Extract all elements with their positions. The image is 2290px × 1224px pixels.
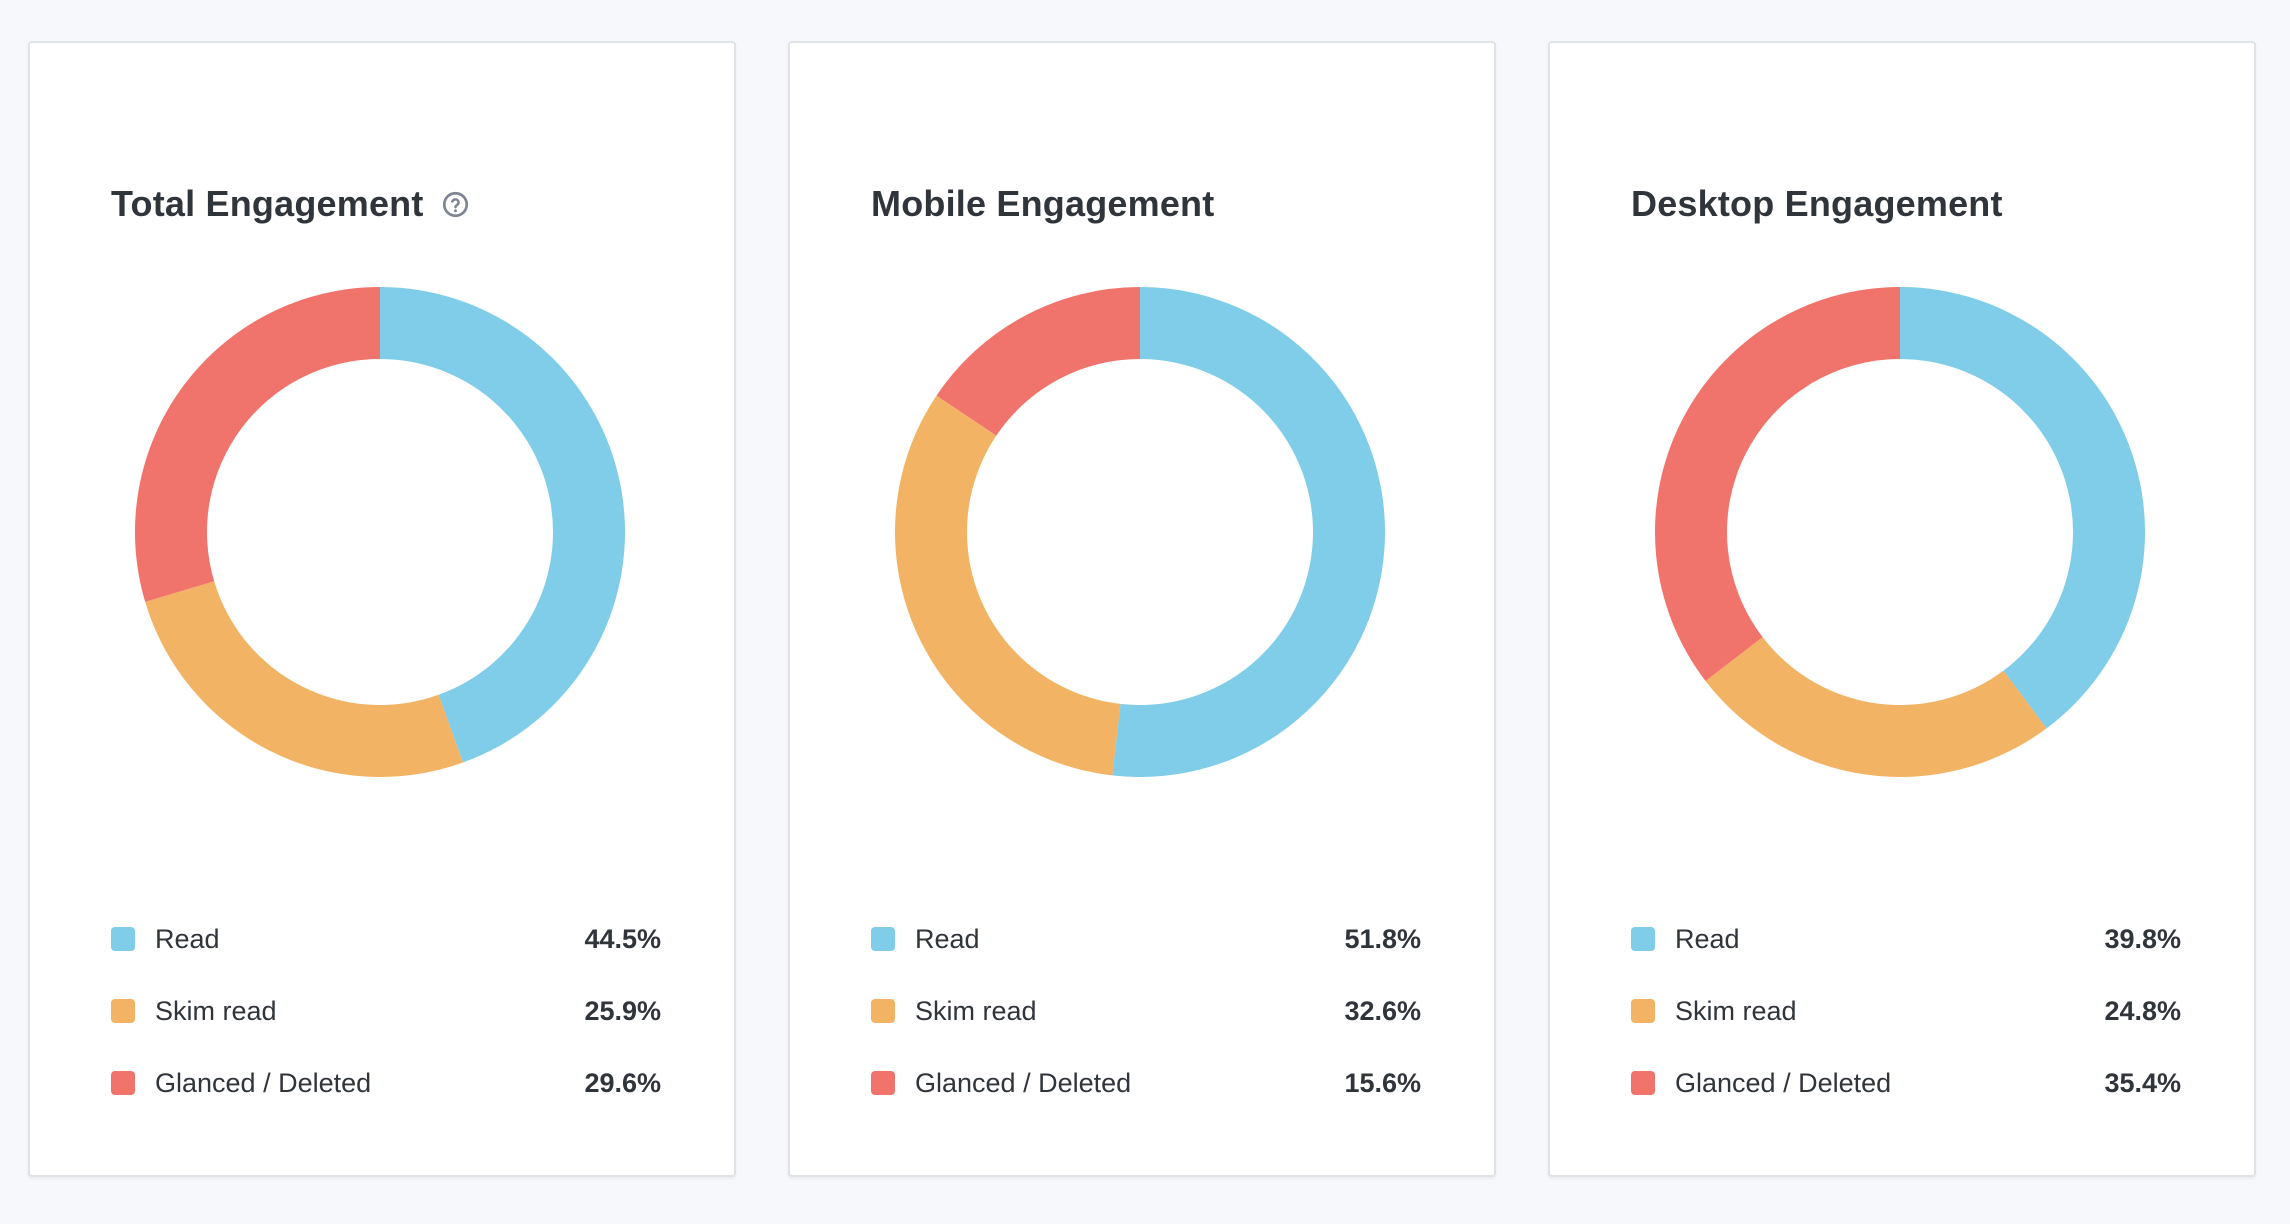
- donut-slice-read[interactable]: [380, 287, 625, 763]
- legend-value: 39.8%: [2104, 924, 2181, 954]
- legend-value: 24.8%: [2104, 996, 2181, 1026]
- legend-swatch-skim-read: [111, 999, 135, 1023]
- card-header: Total Engagement: [111, 178, 469, 230]
- legend-value: 35.4%: [2104, 1068, 2181, 1098]
- legend-label: Glanced / Deleted: [155, 1068, 372, 1098]
- legend-item-skim-read: Skim read 25.9%: [111, 995, 661, 1067]
- legend-item-glanced-deleted: Glanced / Deleted 15.6%: [871, 1067, 1421, 1139]
- legend-label: Skim read: [1675, 996, 1797, 1026]
- legend-label: Glanced / Deleted: [915, 1068, 1132, 1098]
- legend-item-glanced-deleted: Glanced / Deleted 35.4%: [1631, 1067, 2181, 1139]
- donut-slice-read[interactable]: [1112, 287, 1385, 777]
- donut-slice-glanced-deleted[interactable]: [936, 287, 1140, 436]
- legend-value: 32.6%: [1344, 996, 1421, 1026]
- desktop-engagement-card: Desktop Engagement Read 39.8% Skim read …: [1548, 41, 2256, 1177]
- legend-swatch-glanced-deleted: [871, 1071, 895, 1095]
- card-header: Desktop Engagement: [1631, 178, 2003, 230]
- legend-item-skim-read: Skim read 24.8%: [1631, 995, 2181, 1067]
- legend-item-glanced-deleted: Glanced / Deleted 29.6%: [111, 1067, 661, 1139]
- legend-label: Read: [1675, 924, 1740, 954]
- legend-label: Read: [915, 924, 980, 954]
- legend-swatch-read: [871, 927, 895, 951]
- chart-legend: Read 51.8% Skim read 32.6% Glanced / Del…: [871, 923, 1421, 1139]
- donut-chart: [1655, 287, 2145, 777]
- legend-label: Skim read: [155, 996, 277, 1026]
- legend-item-read: Read 51.8%: [871, 923, 1421, 995]
- legend-swatch-read: [111, 927, 135, 951]
- legend-value: 15.6%: [1344, 1068, 1421, 1098]
- card-title: Mobile Engagement: [871, 183, 1215, 224]
- legend-item-read: Read 39.8%: [1631, 923, 2181, 995]
- donut-slice-skim-read[interactable]: [895, 395, 1121, 776]
- donut-slice-glanced-deleted[interactable]: [1655, 287, 1900, 681]
- legend-item-skim-read: Skim read 32.6%: [871, 995, 1421, 1067]
- legend-value: 44.5%: [584, 924, 661, 954]
- donut-chart: [135, 287, 625, 777]
- mobile-engagement-card: Mobile Engagement Read 51.8% Skim read 3…: [788, 41, 1496, 1177]
- legend-swatch-skim-read: [1631, 999, 1655, 1023]
- donut-slice-read[interactable]: [1900, 287, 2145, 729]
- legend-swatch-glanced-deleted: [1631, 1071, 1655, 1095]
- legend-label: Read: [155, 924, 220, 954]
- donut-chart: [895, 287, 1385, 777]
- card-header: Mobile Engagement: [871, 178, 1214, 230]
- chart-legend: Read 39.8% Skim read 24.8% Glanced / Del…: [1631, 923, 2181, 1139]
- legend-swatch-skim-read: [871, 999, 895, 1023]
- donut-slice-skim-read[interactable]: [1705, 637, 2047, 777]
- total-engagement-card: Total Engagement Read 44.5% Skim read 25…: [28, 41, 736, 1177]
- legend-value: 51.8%: [1344, 924, 1421, 954]
- legend-item-read: Read 44.5%: [111, 923, 661, 995]
- legend-swatch-read: [1631, 927, 1655, 951]
- question-circle-icon[interactable]: [442, 191, 469, 218]
- chart-legend: Read 44.5% Skim read 25.9% Glanced / Del…: [111, 923, 661, 1139]
- legend-value: 29.6%: [584, 1068, 661, 1098]
- legend-label: Skim read: [915, 996, 1037, 1026]
- card-title: Desktop Engagement: [1631, 183, 2003, 224]
- donut-slice-glanced-deleted[interactable]: [135, 287, 380, 602]
- donut-slice-skim-read[interactable]: [145, 581, 463, 777]
- card-title: Total Engagement: [111, 183, 424, 224]
- legend-value: 25.9%: [584, 996, 661, 1026]
- legend-label: Glanced / Deleted: [1675, 1068, 1892, 1098]
- legend-swatch-glanced-deleted: [111, 1071, 135, 1095]
